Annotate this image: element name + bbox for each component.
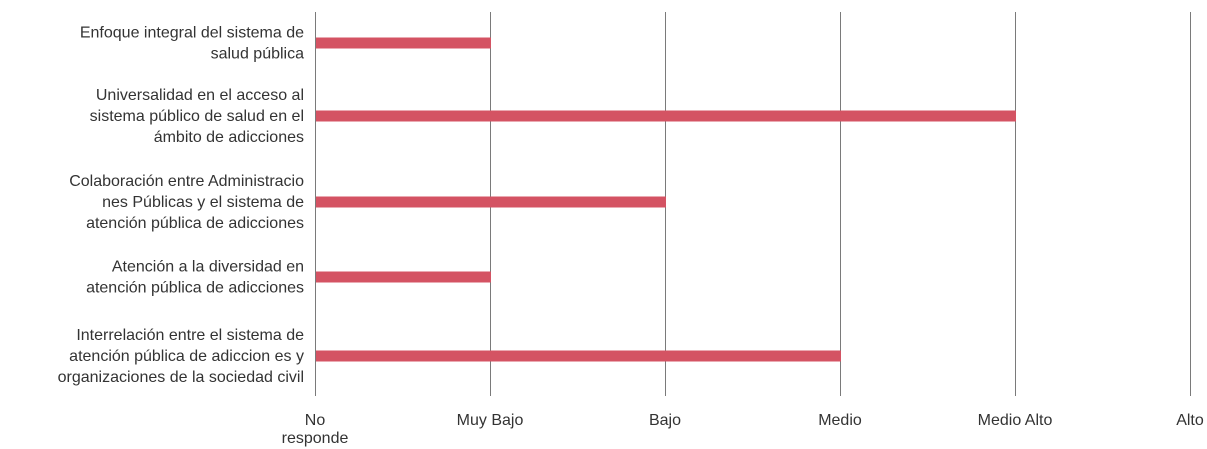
category-label: Interrelación entre el sistema de atenció…	[58, 327, 304, 386]
bar	[316, 196, 666, 208]
category-labels: Enfoque integral del sistema de salud púb…	[58, 25, 304, 387]
x-tick-label: Bajo	[649, 412, 681, 429]
x-tick-label: No responde	[282, 412, 349, 447]
x-axis-tick-labels: No responde Muy Bajo Bajo Medio Medio Alto Alt…	[282, 412, 1204, 447]
x-tick-label: Muy Bajo	[457, 412, 524, 429]
bar	[316, 350, 841, 362]
bar	[316, 37, 491, 49]
bar	[316, 271, 491, 283]
x-tick-label: Medio Alto	[978, 412, 1053, 429]
bars	[316, 37, 1016, 362]
x-tick-label: Medio	[818, 412, 862, 429]
category-label: Atención a la diversidad en atención públ…	[86, 259, 304, 297]
category-label: Universalidad en el acceso al sistema púb…	[90, 87, 304, 146]
category-label: Colaboración entre Administracio nes Públ…	[69, 173, 304, 232]
x-tick-label: Alto	[1176, 412, 1204, 429]
category-label: Enfoque integral del sistema de salud púb…	[80, 25, 304, 63]
bar	[316, 110, 1016, 122]
